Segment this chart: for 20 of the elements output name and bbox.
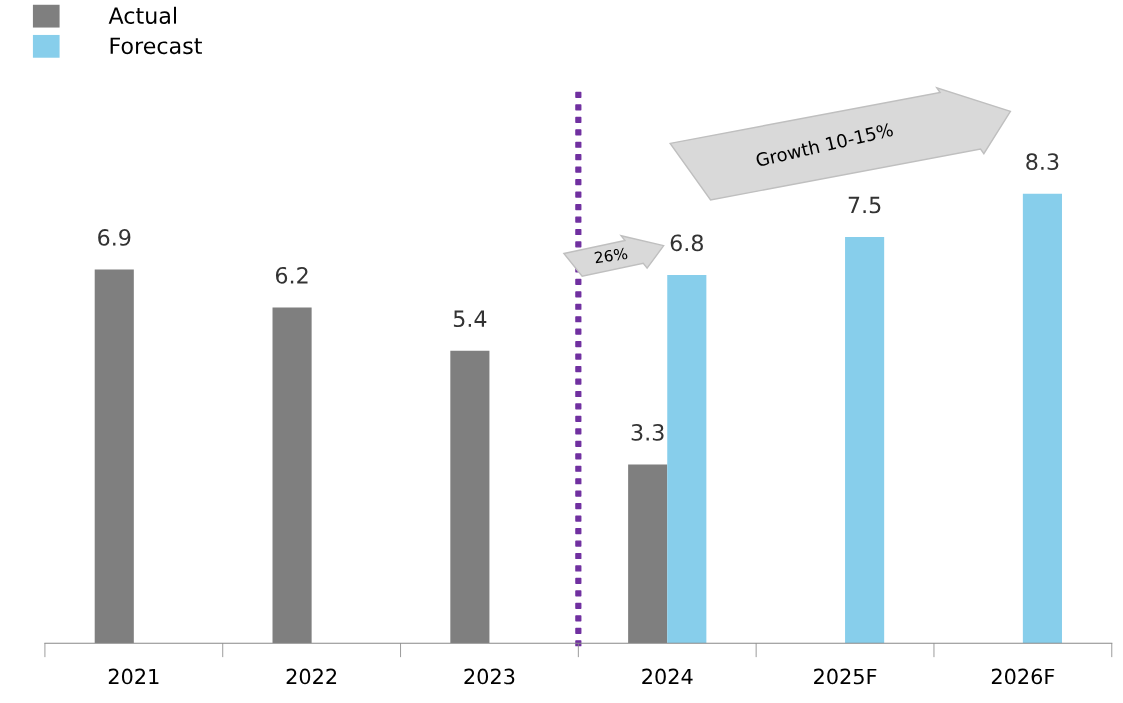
- text: Growth 10-15%: [755, 122, 894, 168]
- data-label: 7.5: [848, 196, 881, 214]
- legend-label: Forecast: [110, 37, 202, 55]
- annotation: 26%: [594, 247, 628, 264]
- x-tick-label: 2025F: [814, 668, 877, 685]
- x-tick-label: 2026F: [991, 668, 1055, 685]
- data-label: 3.3: [631, 423, 664, 441]
- x-tick-label: 2021: [108, 668, 159, 685]
- data-label: 6.2: [275, 266, 308, 284]
- bar: [667, 275, 707, 644]
- x-tick-label: 2022: [286, 668, 337, 685]
- bar: [1022, 193, 1062, 644]
- bar: [845, 237, 885, 644]
- data-label: 8.3: [1026, 153, 1059, 171]
- data-label: 5.4: [453, 310, 487, 328]
- legend-label: Actual: [108, 6, 177, 24]
- data-label: 6.8: [670, 234, 703, 252]
- data-label: 6.9: [98, 229, 131, 246]
- x-tick-label: 2024: [642, 668, 693, 685]
- x-tick-label: 2023: [464, 668, 515, 685]
